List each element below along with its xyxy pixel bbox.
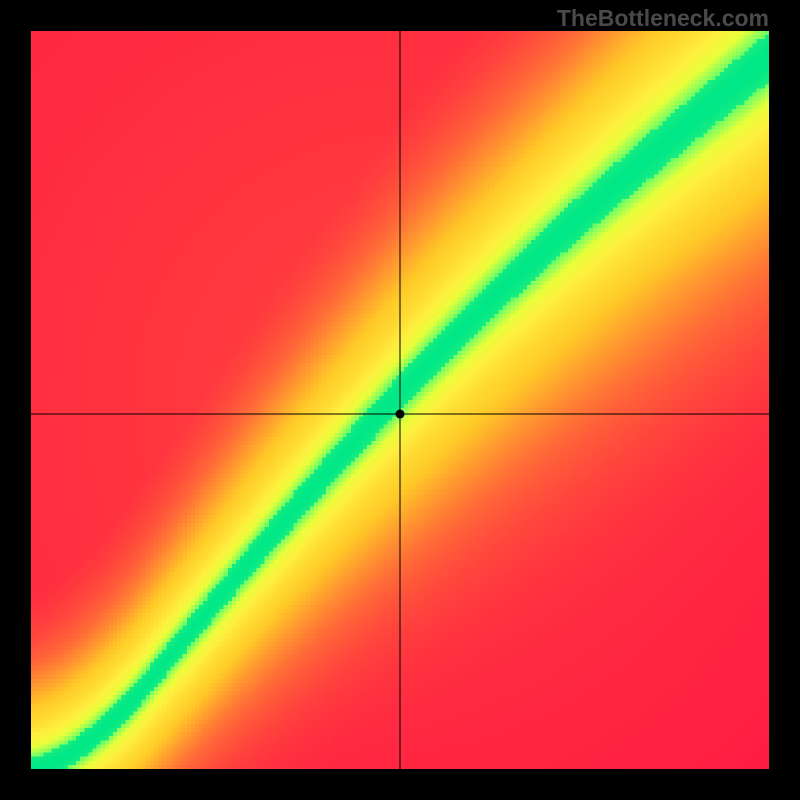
watermark-text: TheBottleneck.com xyxy=(557,5,769,32)
bottleneck-heatmap xyxy=(31,31,769,769)
chart-container: TheBottleneck.com xyxy=(0,0,800,800)
